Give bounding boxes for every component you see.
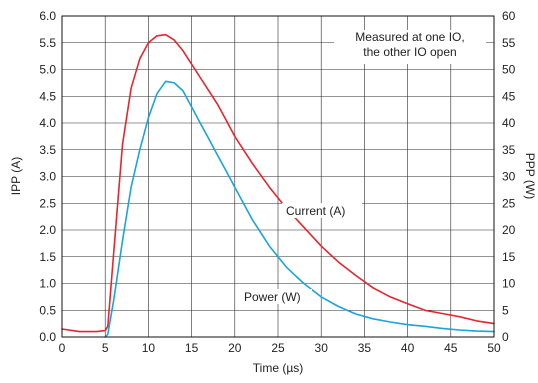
- y2-tick-label: 35: [502, 143, 516, 157]
- y2-tick-label: 10: [502, 277, 516, 291]
- y2-axis-label: PPP (W): [523, 153, 537, 199]
- tick-labels: 0 5 10 15 20 25 30 35 40 45 500.00.51.01.52.02.53.…: [39, 9, 515, 355]
- current-series-line: [61, 33, 495, 333]
- x-tick-label: 35: [358, 341, 372, 355]
- y2-tick-label: 30: [502, 170, 516, 184]
- y-tick-label: 3.5: [39, 143, 56, 157]
- y-tick-label: 5.5: [39, 36, 56, 50]
- x-tick-label: 5: [102, 341, 109, 355]
- y-tick-label: 3.0: [39, 170, 56, 184]
- y-tick-label: 0.5: [39, 303, 56, 317]
- x-tick-label: 15: [185, 341, 199, 355]
- x-tick-label: 25: [271, 341, 285, 355]
- series-lines: [61, 33, 495, 338]
- y-tick-label: 1.0: [39, 277, 56, 291]
- y-tick-label: 6.0: [39, 9, 56, 23]
- x-tick-label: 10: [142, 341, 156, 355]
- y-tick-label: 4.5: [39, 89, 56, 103]
- y-tick-label: 4.0: [39, 116, 56, 130]
- x-tick-label: 50: [487, 341, 501, 355]
- y2-tick-label: 5: [502, 303, 509, 317]
- y-axis-label: IPP (A): [9, 157, 23, 195]
- y2-tick-label: 60: [502, 9, 516, 23]
- x-axis-label: Time (µs): [253, 361, 303, 375]
- annotation-line-1: Measured at one IO,: [355, 30, 464, 44]
- y2-tick-label: 55: [502, 36, 516, 50]
- grid: [62, 16, 494, 337]
- y-tick-label: 0.0: [39, 330, 56, 344]
- y-tick-label: 1.5: [39, 250, 56, 264]
- y-tick-label: 2.5: [39, 196, 56, 210]
- power-label-bg: [240, 289, 312, 304]
- x-tick-label: 20: [228, 341, 242, 355]
- y-tick-label: 5.0: [39, 63, 56, 77]
- y2-tick-label: 25: [502, 196, 516, 210]
- y2-tick-label: 20: [502, 223, 516, 237]
- y2-tick-label: 45: [502, 89, 516, 103]
- current-series-label: Current (A): [286, 204, 345, 218]
- y2-tick-label: 0: [502, 330, 509, 344]
- power-series-line: [104, 80, 495, 338]
- y-tick-label: 2.0: [39, 223, 56, 237]
- x-tick-label: 0: [59, 341, 66, 355]
- annotation-line-2: the other IO open: [363, 45, 456, 59]
- annotation-box: [334, 30, 486, 64]
- y2-tick-label: 50: [502, 63, 516, 77]
- current-label-bg: [282, 203, 362, 218]
- plot-frame: [61, 15, 495, 338]
- power-series-label: Power (W): [244, 290, 301, 304]
- y2-tick-label: 15: [502, 250, 516, 264]
- x-tick-label: 30: [315, 341, 329, 355]
- x-tick-label: 40: [401, 341, 415, 355]
- x-tick-label: 45: [444, 341, 458, 355]
- y2-tick-label: 40: [502, 116, 516, 130]
